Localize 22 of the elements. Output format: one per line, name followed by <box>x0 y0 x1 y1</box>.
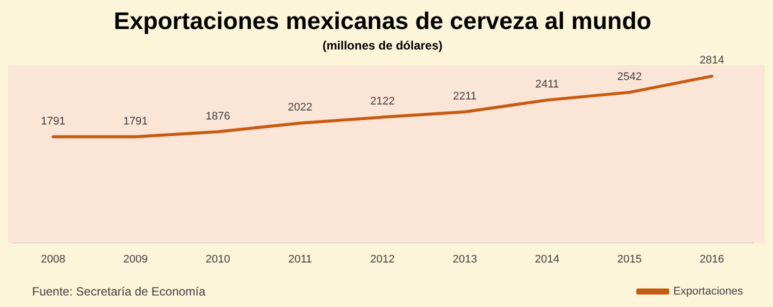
x-tick-label: 2009 <box>123 253 148 266</box>
chart-title: Exportaciones mexicanas de cerveza al mundo <box>114 8 652 36</box>
data-label: 2122 <box>370 96 395 108</box>
data-label: 2814 <box>700 54 724 67</box>
source-note: Fuente: Secretaría de Economía <box>32 284 206 298</box>
x-tick-label: 2012 <box>370 253 395 266</box>
legend-label: Exportaciones <box>673 286 744 298</box>
data-label: 1791 <box>123 115 148 128</box>
data-label: 1791 <box>40 115 66 128</box>
data-label: 2022 <box>288 102 312 114</box>
x-tick-label: 2010 <box>206 253 230 266</box>
chart-subtitle: (millones de dólares) <box>322 38 443 52</box>
x-tick-label: 2015 <box>617 253 642 266</box>
data-label: 2542 <box>617 70 642 83</box>
data-label: 2211 <box>453 90 477 102</box>
x-tick-label: 2014 <box>534 253 560 266</box>
x-tick-label: 2016 <box>700 253 724 266</box>
data-label: 1876 <box>206 110 230 122</box>
x-tick-label: 2011 <box>288 253 312 266</box>
data-label: 2411 <box>535 78 559 91</box>
x-tick-label: 2013 <box>452 253 478 266</box>
x-tick-label: 2008 <box>40 253 66 266</box>
